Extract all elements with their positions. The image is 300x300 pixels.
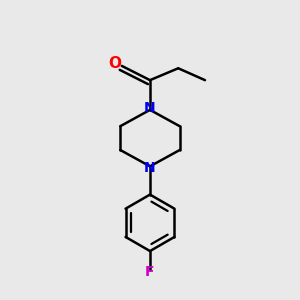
Text: N: N — [144, 101, 156, 116]
Text: O: O — [109, 56, 122, 71]
Text: N: N — [144, 161, 156, 175]
Text: F: F — [145, 265, 155, 279]
